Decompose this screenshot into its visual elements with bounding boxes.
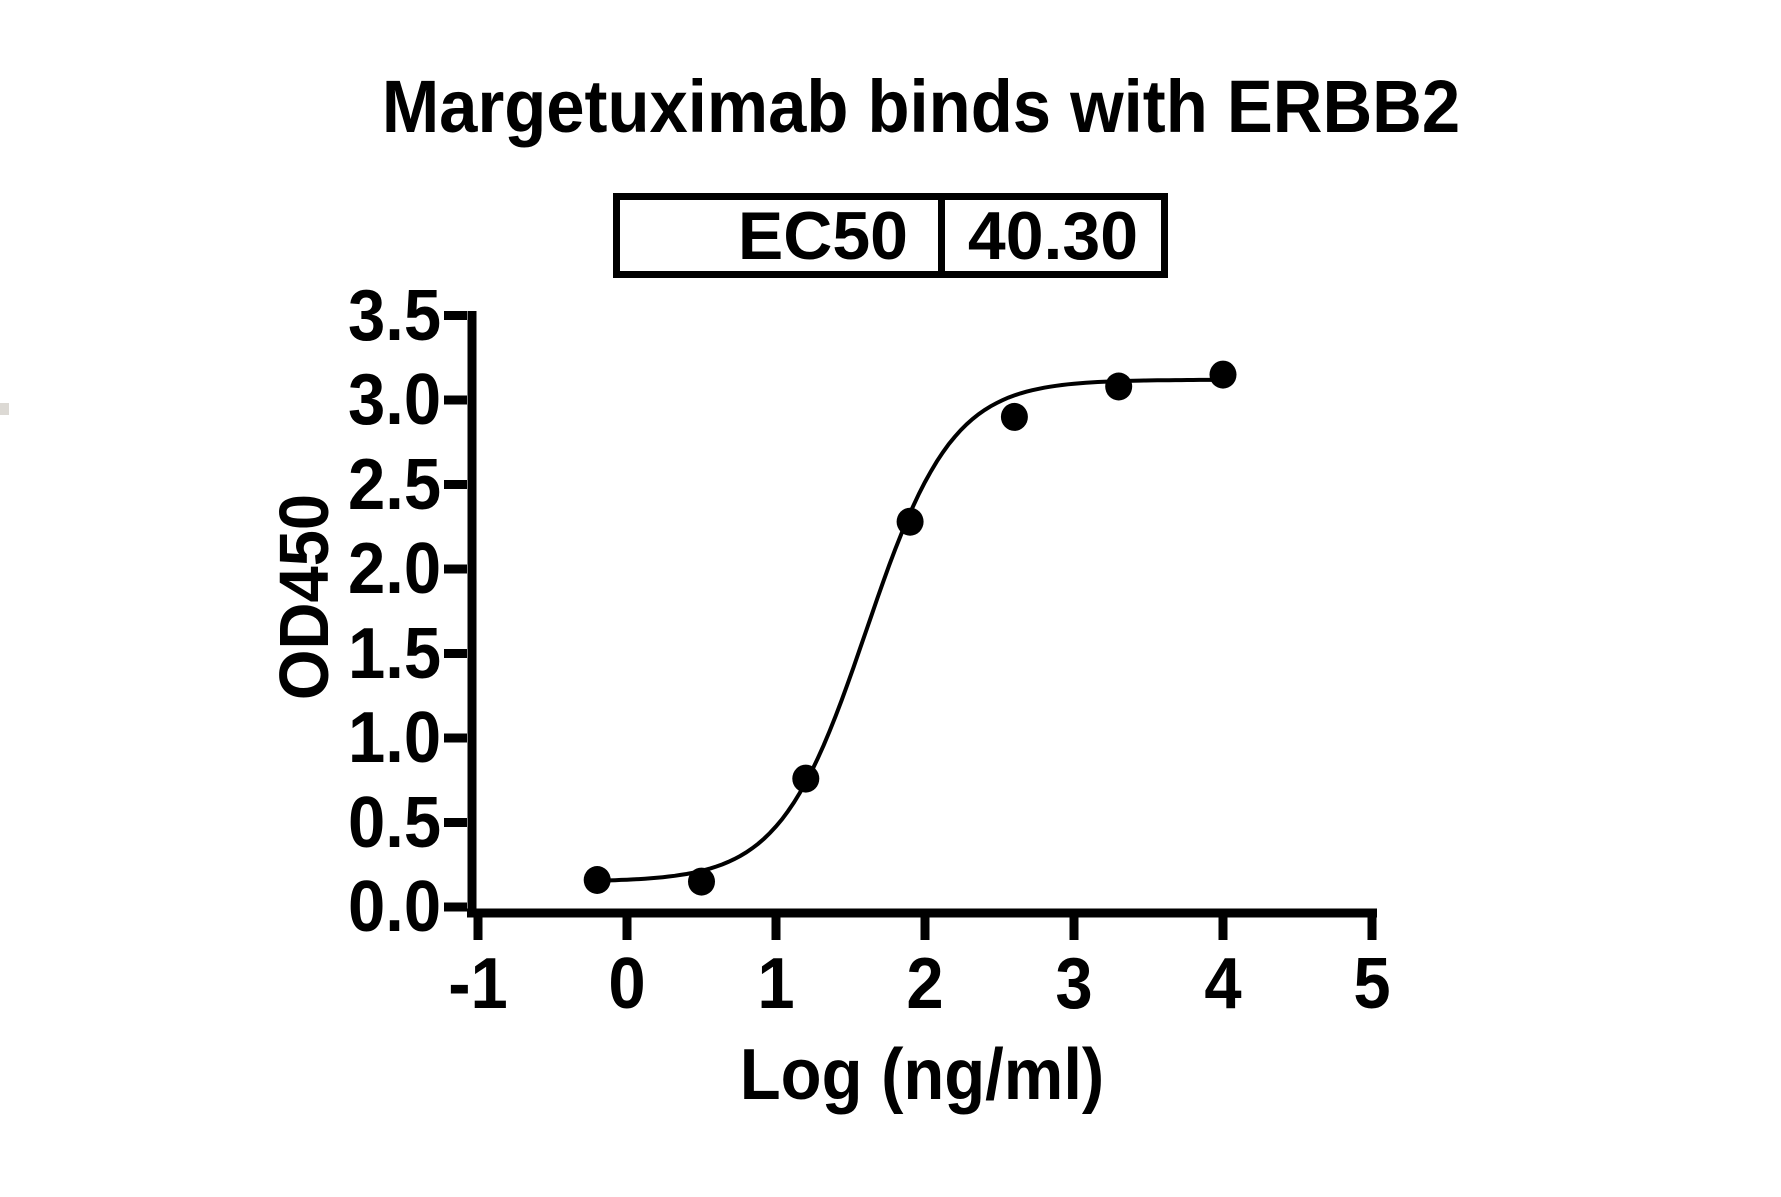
- y-tick-label: 0.0: [347, 867, 441, 947]
- edge-artifact: [0, 403, 9, 415]
- data-point-marker: [896, 507, 924, 536]
- y-tick-label: 1.5: [347, 613, 441, 694]
- data-point-marker: [583, 866, 611, 894]
- data-point-marker: [1000, 402, 1028, 431]
- y-tick-label: 2.5: [347, 444, 441, 525]
- y-tick-label: 0.5: [347, 782, 441, 863]
- data-point-marker: [688, 867, 715, 896]
- x-axis-title: Log (ng/ml): [739, 1035, 1105, 1115]
- chart-title: Margetuximab binds with ERBB2: [381, 65, 1461, 148]
- x-tick-label: 2: [906, 944, 944, 1024]
- ec50-table-label-cell: EC50: [620, 198, 945, 274]
- x-tick-label: 1: [757, 944, 795, 1024]
- data-point-marker: [792, 764, 820, 793]
- y-tick-label: 3.5: [347, 275, 441, 356]
- x-tick-label: -1: [448, 944, 508, 1024]
- y-tick-label: 3.0: [347, 360, 441, 440]
- data-point-marker: [1209, 360, 1237, 389]
- ec50-table-value-cell: 40.30: [967, 197, 1139, 274]
- data-point-marker: [1105, 372, 1133, 401]
- x-tick-label: 0: [608, 944, 646, 1024]
- ec50-table: EC50 40.30: [613, 193, 1168, 278]
- x-tick-label: 5: [1353, 944, 1391, 1024]
- x-tick-label: 3: [1055, 944, 1093, 1024]
- fit-curve: [597, 377, 1224, 883]
- x-tick-label: 4: [1204, 944, 1242, 1024]
- y-tick-label: 2.0: [347, 529, 441, 609]
- y-tick-label: 1.0: [347, 698, 441, 778]
